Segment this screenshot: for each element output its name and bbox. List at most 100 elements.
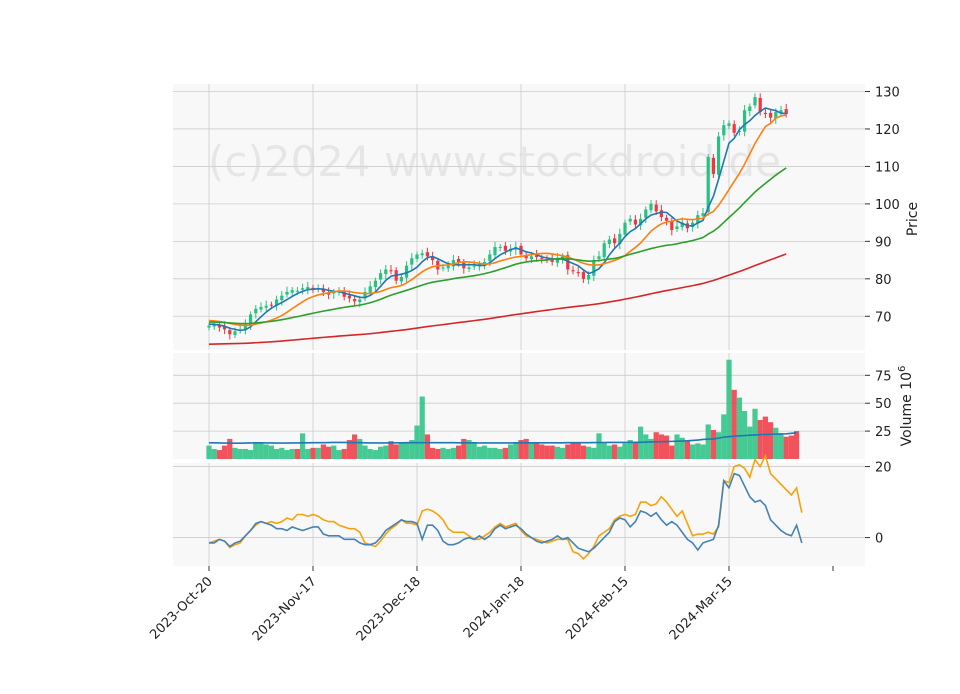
- volume-bar: [580, 445, 586, 459]
- candle-body: [306, 287, 310, 289]
- candle-body: [722, 125, 726, 136]
- volume-bar: [716, 432, 722, 459]
- volume-bar: [320, 444, 326, 459]
- volume-bar: [539, 444, 545, 459]
- volume-bar: [248, 450, 254, 459]
- candle-body: [373, 280, 377, 288]
- volume-bar: [263, 444, 269, 459]
- volume-bar: [773, 427, 779, 459]
- panel-backgrounds: [173, 84, 865, 566]
- osc-y-tick-label: 0: [875, 532, 883, 547]
- candle-body: [342, 291, 346, 297]
- candle-body: [706, 157, 710, 213]
- volume-bar: [674, 434, 680, 459]
- volume-bar: [341, 448, 347, 459]
- candle-body: [327, 292, 331, 295]
- candle-body: [758, 97, 762, 113]
- oscillator-panel-bg: [173, 463, 865, 566]
- volume-bar: [430, 447, 436, 459]
- candle-body: [467, 267, 471, 270]
- candle-body: [607, 239, 611, 244]
- candle-body: [207, 325, 211, 328]
- oscillator-lines: [208, 453, 803, 561]
- candle-body: [717, 136, 721, 175]
- candle-body: [633, 219, 637, 225]
- candle-body: [472, 265, 476, 267]
- candle-body: [691, 222, 695, 228]
- volume-bar: [222, 445, 228, 459]
- candle-body: [332, 291, 336, 294]
- volume-bar: [523, 438, 529, 459]
- candle-body: [425, 252, 429, 257]
- volume-bar: [768, 422, 774, 459]
- volume-bar: [695, 443, 701, 459]
- candle-body: [727, 123, 731, 126]
- candle-body: [503, 245, 507, 251]
- volume-bars: [206, 359, 800, 459]
- volume-bar: [445, 448, 451, 459]
- candle-body: [228, 330, 232, 335]
- candle-body: [654, 204, 658, 212]
- candle-body: [737, 130, 741, 132]
- volume-average-line: [209, 431, 797, 444]
- candle-body: [493, 246, 497, 256]
- volume-bar: [731, 389, 737, 459]
- candle-body: [379, 273, 383, 280]
- volume-bar: [586, 446, 592, 459]
- volume-bar: [471, 442, 477, 459]
- candle-body: [763, 112, 767, 114]
- volume-bar: [383, 445, 389, 459]
- volume-bar: [206, 445, 212, 459]
- price-panel-bg: [173, 84, 865, 350]
- x-tick-label: 2024-Feb-15: [563, 574, 632, 643]
- candle-body: [431, 257, 435, 261]
- candle-body: [743, 110, 747, 132]
- volume-bar: [211, 448, 217, 459]
- moving-average-lines: [208, 107, 787, 346]
- volume-bar: [404, 443, 410, 459]
- candle-body: [618, 233, 622, 244]
- volume-bar: [357, 438, 363, 459]
- volume-bar: [352, 434, 358, 459]
- volume-bar: [440, 447, 446, 459]
- candle-body: [410, 258, 414, 265]
- volume-bar: [669, 445, 675, 459]
- candle-body: [353, 299, 357, 302]
- price-y-tick-label: 70: [875, 310, 892, 325]
- candle-body: [665, 217, 669, 221]
- volume-bar: [601, 443, 607, 459]
- candle-body: [628, 218, 632, 222]
- volume-axis-label-exponent: 6: [897, 366, 908, 372]
- x-tick-label: 2023-Oct-20: [147, 574, 215, 642]
- ma-fast-line: [208, 107, 787, 332]
- volume-bar: [398, 442, 404, 459]
- candle-body: [644, 209, 648, 218]
- volume-bar: [575, 443, 581, 459]
- candle-body: [384, 269, 388, 274]
- ma-mid-line: [208, 114, 787, 327]
- volume-y-tick-label: 75: [875, 369, 892, 384]
- volume-bar: [367, 448, 373, 459]
- volume-bar: [700, 444, 706, 459]
- volume-bar: [664, 435, 670, 459]
- volume-bar: [757, 419, 763, 459]
- candle-body: [587, 275, 591, 280]
- candle-body: [269, 304, 273, 306]
- candle-body: [217, 325, 221, 328]
- candle-body: [576, 272, 580, 274]
- volume-bar: [336, 450, 342, 459]
- volume-bar: [705, 424, 711, 459]
- volume-bar: [461, 438, 467, 459]
- volume-bar: [690, 444, 696, 459]
- candle-body: [280, 295, 284, 301]
- volume-bar: [502, 447, 508, 459]
- volume-bar: [393, 444, 399, 459]
- x-tick-label: 2024-Mar-15: [667, 574, 736, 643]
- volume-bar: [679, 437, 685, 459]
- volume-bar: [612, 444, 618, 459]
- volume-bar: [216, 450, 222, 459]
- candle-body: [680, 222, 684, 228]
- candle-body: [259, 306, 263, 310]
- candle-body: [675, 226, 679, 229]
